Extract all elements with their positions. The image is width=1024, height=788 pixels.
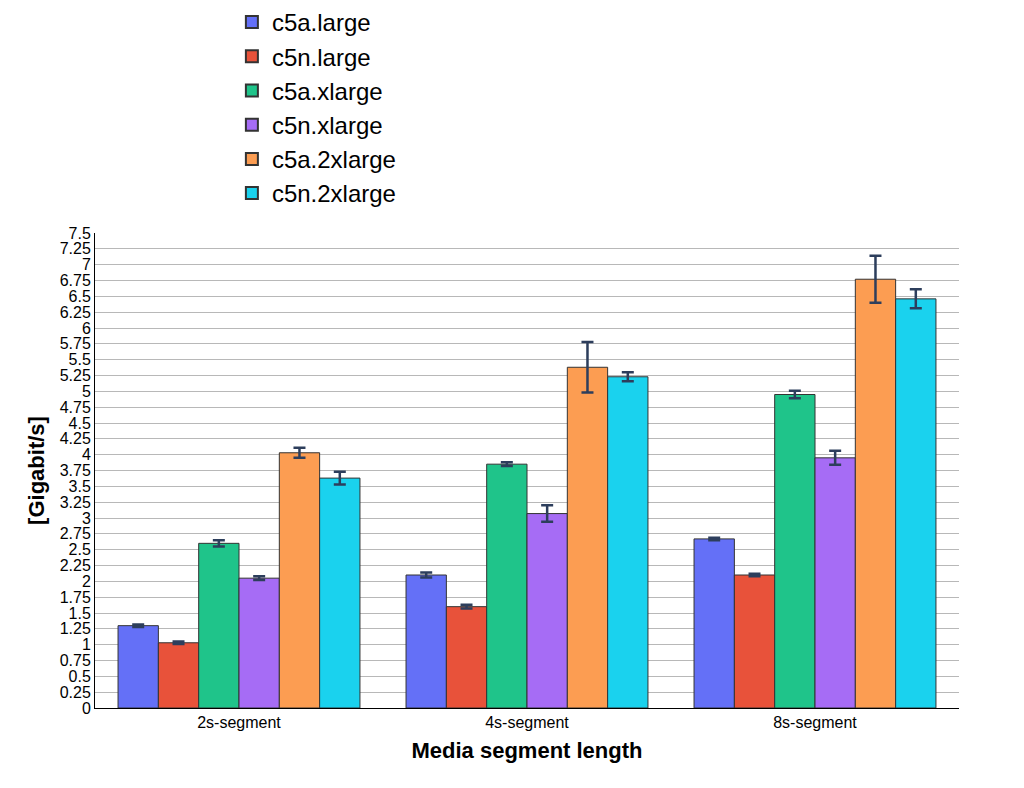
svg-text:c5a.2xlarge: c5a.2xlarge [272,146,396,173]
svg-text:3: 3 [82,510,91,527]
svg-text:c5n.large: c5n.large [272,44,371,71]
svg-text:5.5: 5.5 [69,351,91,368]
svg-text:5.75: 5.75 [60,335,91,352]
svg-text:4.5: 4.5 [69,415,91,432]
svg-text:[Gigabit/s]: [Gigabit/s] [24,416,49,525]
svg-text:5: 5 [82,383,91,400]
svg-text:c5a.large: c5a.large [272,9,371,36]
svg-text:c5a.xlarge: c5a.xlarge [272,78,383,105]
svg-text:8s-segment: 8s-segment [773,714,857,731]
svg-text:7: 7 [82,256,91,273]
svg-text:3.75: 3.75 [60,462,91,479]
svg-text:7.25: 7.25 [60,240,91,257]
svg-text:1.5: 1.5 [69,605,91,622]
svg-text:3.25: 3.25 [60,494,91,511]
svg-text:1.75: 1.75 [60,589,91,606]
svg-text:4.75: 4.75 [60,399,91,416]
svg-text:6: 6 [82,320,91,337]
svg-text:3.5: 3.5 [69,478,91,495]
svg-text:1.25: 1.25 [60,620,91,637]
svg-text:c5n.2xlarge: c5n.2xlarge [272,180,396,207]
svg-text:Media segment length: Media segment length [411,738,642,763]
svg-text:4.25: 4.25 [60,430,91,447]
svg-text:0: 0 [82,700,91,717]
svg-text:0.5: 0.5 [69,668,91,685]
svg-text:2.75: 2.75 [60,525,91,542]
svg-text:2.5: 2.5 [69,541,91,558]
svg-text:4: 4 [82,446,91,463]
svg-text:6.75: 6.75 [60,272,91,289]
svg-text:6.5: 6.5 [69,288,91,305]
svg-text:0.25: 0.25 [60,684,91,701]
svg-text:c5n.xlarge: c5n.xlarge [272,112,383,139]
svg-text:2.25: 2.25 [60,557,91,574]
svg-text:7.5: 7.5 [69,225,91,242]
svg-text:5.25: 5.25 [60,367,91,384]
svg-text:2s-segment: 2s-segment [197,714,281,731]
svg-text:6.25: 6.25 [60,304,91,321]
svg-text:2: 2 [82,573,91,590]
svg-text:0.75: 0.75 [60,652,91,669]
svg-text:4s-segment: 4s-segment [485,714,569,731]
svg-text:1: 1 [82,636,91,653]
